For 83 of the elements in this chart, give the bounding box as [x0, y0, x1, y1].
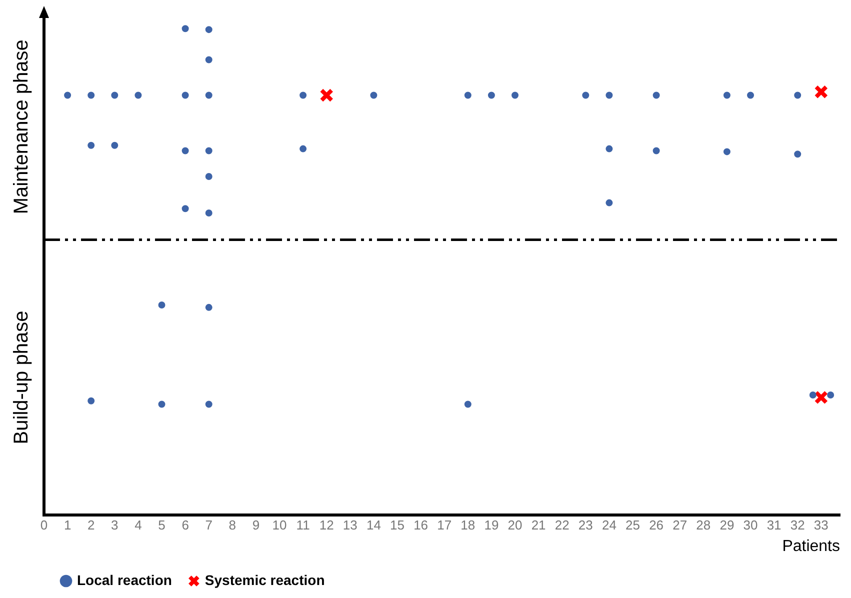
text: Maintenance phase	[10, 40, 33, 214]
point	[512, 92, 519, 99]
x-tick-label: 25	[626, 518, 640, 533]
point	[205, 26, 212, 34]
point	[370, 92, 378, 99]
point	[723, 148, 730, 156]
x-tick-label: 29	[720, 518, 734, 533]
point	[723, 92, 730, 99]
x-tick-label: 13	[342, 518, 358, 533]
point	[205, 173, 212, 180]
x-tick-label: 33	[814, 518, 828, 533]
x-tick-label: 24	[602, 518, 616, 533]
x-tick-label: 27	[672, 518, 688, 533]
point	[205, 147, 212, 154]
x-axis-title: Patients	[782, 538, 840, 555]
x-tick-label: 8	[228, 518, 236, 533]
point	[158, 301, 166, 308]
point	[182, 92, 189, 99]
point	[205, 400, 212, 408]
point	[582, 92, 590, 99]
point	[111, 92, 118, 99]
point	[814, 390, 828, 404]
x-tick-label: 15	[390, 518, 404, 533]
point	[134, 92, 142, 99]
x-tick-label: 0	[40, 518, 48, 533]
x-tick-label: 12	[319, 518, 334, 533]
point	[205, 304, 212, 311]
x-tick-label: 20	[508, 518, 522, 533]
point	[205, 56, 212, 64]
point	[182, 147, 189, 154]
point	[488, 92, 495, 99]
x-tick-label: 1	[64, 518, 72, 533]
x-tick-label: 21	[531, 518, 546, 533]
point	[111, 142, 118, 149]
x-tick-label: 3	[111, 518, 118, 533]
point	[652, 147, 660, 154]
x-tick-label: 2	[87, 518, 95, 533]
point	[182, 25, 189, 32]
point	[809, 392, 816, 399]
legend-label: Systemic reaction	[204, 572, 325, 588]
point	[827, 392, 834, 399]
point	[464, 92, 472, 99]
x-tick-label: 26	[649, 518, 664, 533]
x-tick-label: 22	[554, 518, 570, 533]
point	[182, 205, 189, 212]
point	[814, 84, 828, 99]
x-tick-label: 18	[460, 518, 476, 533]
point	[88, 92, 95, 99]
x-tick-label: 4	[134, 518, 142, 533]
x-tick-label: 11	[296, 518, 310, 533]
x-tick-label: 10	[272, 518, 287, 533]
legend-label: Local reaction	[77, 572, 172, 588]
x-tick-label: 6	[182, 518, 189, 533]
x-tick-label: 28	[696, 518, 711, 533]
x-tick-label: 5	[158, 518, 166, 533]
point	[88, 397, 95, 404]
x-tick-label: 32	[790, 518, 805, 533]
x-tick-label: 23	[578, 518, 593, 533]
x-tick-label: 16	[414, 518, 428, 533]
point	[300, 145, 307, 152]
point	[606, 199, 613, 206]
point	[158, 400, 166, 408]
point	[794, 92, 802, 99]
x-tick-label: 30	[743, 518, 758, 533]
point	[205, 210, 212, 217]
point	[88, 142, 95, 149]
point	[464, 400, 472, 408]
x-tick-label: 17	[437, 518, 452, 533]
x-tick-label: 31	[766, 518, 782, 533]
text: Build-up phase	[10, 310, 33, 444]
point	[606, 145, 613, 152]
point	[64, 92, 72, 99]
point	[606, 92, 613, 99]
point	[652, 92, 660, 99]
point	[205, 92, 212, 99]
point	[794, 150, 802, 158]
x-tick-label: 9	[252, 518, 260, 533]
x-tick-label: 19	[484, 518, 499, 533]
x-tick-label: 14	[366, 518, 381, 533]
point	[747, 92, 754, 99]
point	[300, 92, 307, 99]
x-tick-label: 7	[205, 518, 212, 533]
point	[320, 88, 334, 102]
